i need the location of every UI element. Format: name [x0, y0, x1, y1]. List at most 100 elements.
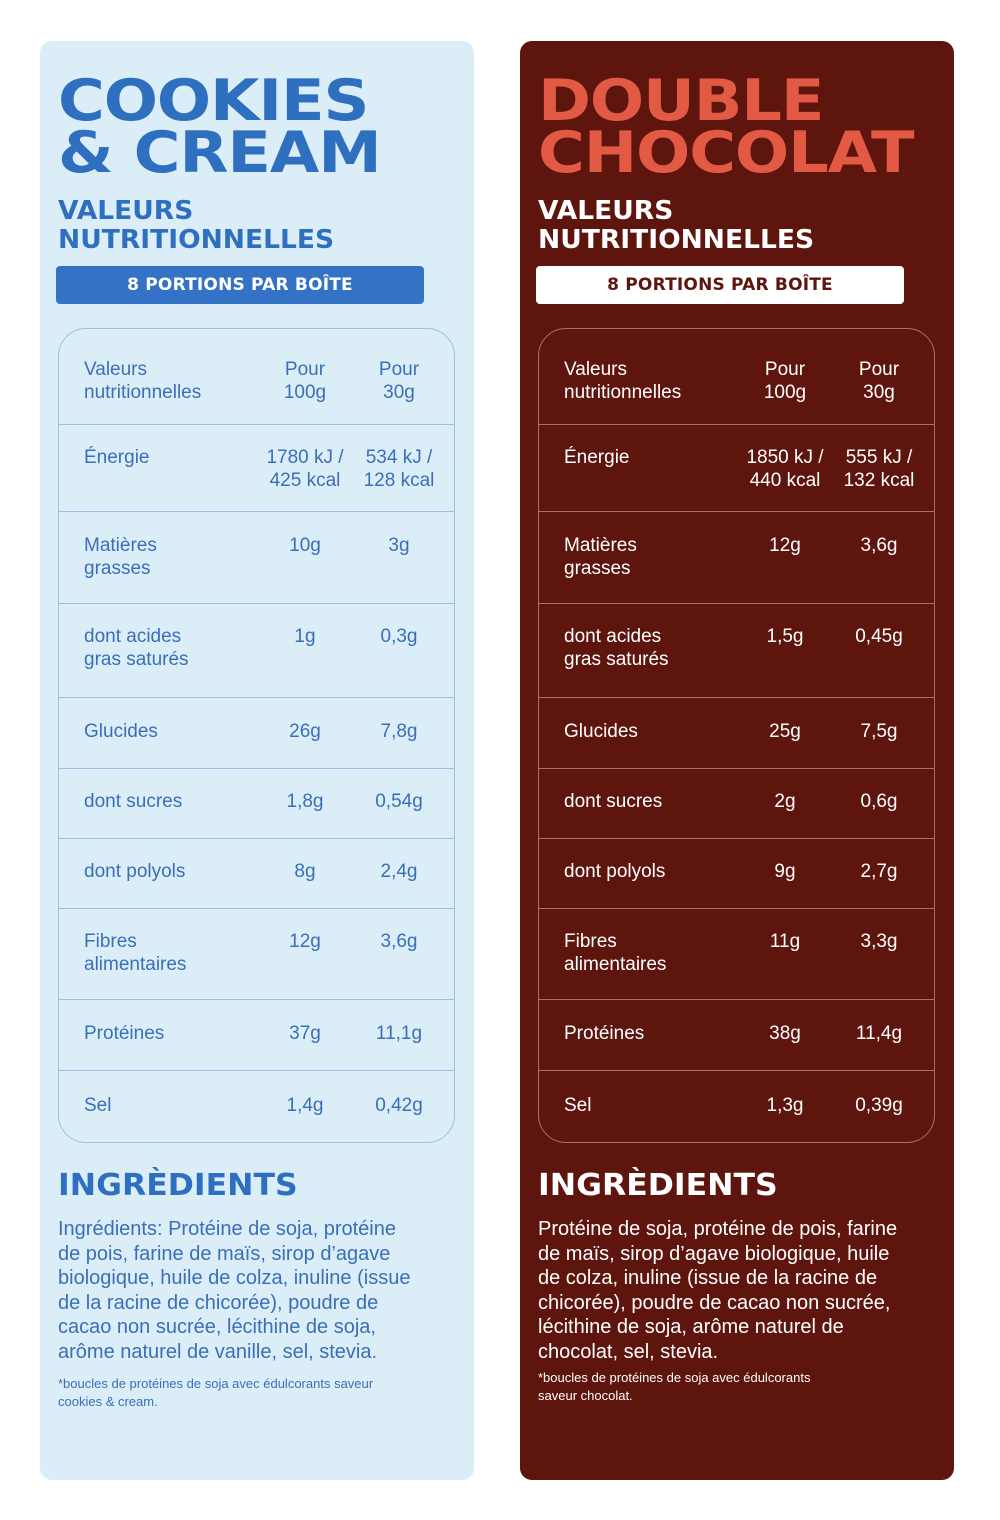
- nutrient-label: Protéines: [84, 1022, 269, 1045]
- nutrient-label: Glucides: [564, 720, 749, 743]
- nutrient-label-line: grasses: [84, 558, 151, 579]
- value-per-30g: 7,8g: [349, 720, 449, 743]
- value-per-100g: 1,3g: [735, 1094, 835, 1117]
- nutrition-heading-line: NUTRITIONNELLES: [538, 225, 815, 255]
- value-per-100g-line: 10g: [289, 535, 321, 556]
- ingredients-text: Ingrédients: Protéine de soja, protéine …: [58, 1217, 468, 1364]
- value-per-30g-line: 128 kcal: [363, 470, 435, 491]
- nutrition-heading-line: NUTRITIONNELLES: [58, 225, 335, 255]
- ingredients-line: lécithine de soja, arôme naturel de: [538, 1316, 844, 1338]
- header-per-30g-line: 30g: [863, 382, 895, 403]
- nutrient-label: dont acides gras saturés: [84, 625, 269, 671]
- nutrient-label-line: dont polyols: [84, 861, 186, 882]
- value-per-30g-line: 0,54g: [375, 791, 423, 812]
- value-per-100g: 38g: [735, 1022, 835, 1045]
- nutrient-label-line: grasses: [564, 558, 631, 579]
- value-per-30g: 7,5g: [829, 720, 929, 743]
- value-per-30g-line: 11,4g: [855, 1023, 903, 1044]
- value-per-100g: 1850 kJ /440 kcal: [735, 446, 835, 492]
- value-per-30g-line: 7,8g: [380, 721, 418, 742]
- header-label-line: Valeurs: [564, 359, 628, 380]
- value-per-30g-line: 0,39g: [855, 1095, 903, 1116]
- header-per-100g-line: 100g: [763, 382, 807, 403]
- table-row: Matières grasses 12g 3,6g: [539, 511, 934, 603]
- header-per-30g: Pour 30g: [349, 358, 449, 404]
- ingredients-line: de la racine de chicorée), poudre de: [58, 1291, 379, 1314]
- value-per-100g: 1,4g: [255, 1094, 355, 1117]
- nutrient-label-line: Matières: [564, 535, 637, 556]
- value-per-30g: 2,7g: [829, 860, 929, 883]
- nutrition-table: Valeurs nutritionnelles Pour 100g Pour 3…: [58, 328, 455, 1143]
- nutrient-label: Matières grasses: [84, 534, 269, 580]
- nutrient-label-line: Énergie: [84, 447, 150, 468]
- nutrient-label-line: Glucides: [84, 721, 158, 742]
- value-per-100g: 1780 kJ /425 kcal: [255, 446, 355, 492]
- value-per-100g-line: 1,5g: [766, 626, 804, 647]
- ingredients-heading: INGRÈDIENTS: [538, 1168, 778, 1203]
- value-per-30g: 11,4g: [829, 1022, 929, 1045]
- nutrition-heading-line: VALEURS: [58, 196, 194, 226]
- product-title-line: & CREAM: [58, 120, 382, 186]
- value-per-30g: 0,42g: [349, 1094, 449, 1117]
- footnote: *boucles de protéines de soja avec édulc…: [538, 1369, 938, 1405]
- header-per-100g: Pour 100g: [735, 358, 835, 404]
- value-per-100g: 12g: [735, 534, 835, 557]
- nutrient-label-line: Glucides: [564, 721, 638, 742]
- nutrition-heading: VALEURS NUTRITIONNELLES: [58, 197, 334, 255]
- value-per-30g: 0,39g: [829, 1094, 929, 1117]
- nutrient-label: Fibres alimentaires: [564, 930, 749, 976]
- value-per-30g: 11,1g: [349, 1022, 449, 1045]
- header-per-100g: Pour 100g: [255, 358, 355, 404]
- table-row: Sel 1,3g 0,39g: [539, 1070, 934, 1142]
- ingredients-line: Ingrédients: Protéine de soja, protéine: [58, 1218, 396, 1240]
- nutrient-label-line: Matières: [84, 535, 157, 556]
- footnote-line: cookies & cream.: [58, 1394, 158, 1409]
- nutrient-label-line: Sel: [564, 1095, 592, 1116]
- header-per-100g-line: 100g: [283, 382, 327, 403]
- table-row: dont polyols 9g 2,7g: [539, 838, 934, 908]
- ingredients-text: Protéine de soja, protéine de pois, fari…: [538, 1217, 948, 1364]
- nutrient-label: Sel: [564, 1094, 749, 1117]
- nutrient-label-line: alimentaires: [84, 954, 187, 975]
- table-row: Glucides 25g 7,5g: [539, 697, 934, 768]
- cookies-cream-panel: COOKIES & CREAM VALEURS NUTRITIONNELLES …: [40, 41, 474, 1480]
- value-per-30g-line: 0,6g: [860, 791, 898, 812]
- value-per-100g-line: 8g: [294, 861, 316, 882]
- product-title: DOUBLE CHOCOLAT: [538, 73, 915, 182]
- nutrient-label-line: dont acides: [564, 626, 662, 647]
- nutrient-label: dont sucres: [564, 790, 749, 813]
- nutrition-heading: VALEURS NUTRITIONNELLES: [538, 197, 814, 255]
- header-label: Valeurs nutritionnelles: [84, 358, 269, 404]
- value-per-100g-line: 1g: [294, 626, 316, 647]
- header-per-30g-line: Pour: [858, 359, 900, 380]
- value-per-30g-line: 0,42g: [375, 1095, 423, 1116]
- nutrition-heading-line: VALEURS: [538, 196, 674, 226]
- value-per-30g-line: 0,45g: [855, 626, 903, 647]
- header-label: Valeurs nutritionnelles: [564, 358, 749, 404]
- table-header-row: Valeurs nutritionnelles Pour 100g Pour 3…: [539, 329, 934, 424]
- value-per-100g: 1,5g: [735, 625, 835, 648]
- ingredients-line: cacao non sucrée, lécithine de soja,: [58, 1316, 376, 1338]
- value-per-100g-line: 2g: [774, 791, 796, 812]
- value-per-30g-line: 3,3g: [860, 931, 898, 952]
- value-per-100g: 10g: [255, 534, 355, 557]
- value-per-100g: 37g: [255, 1022, 355, 1045]
- header-label-line: nutritionnelles: [84, 382, 202, 403]
- ingredients-line: Protéine de soja, protéine de pois, fari…: [538, 1218, 898, 1240]
- nutrition-table: Valeurs nutritionnelles Pour 100g Pour 3…: [538, 328, 935, 1143]
- value-per-30g-line: 7,5g: [860, 721, 898, 742]
- value-per-30g: 3,6g: [829, 534, 929, 557]
- table-row: Matières grasses 10g 3g: [59, 511, 454, 603]
- value-per-100g-line: 1,3g: [766, 1095, 804, 1116]
- double-chocolat-panel: DOUBLE CHOCOLAT VALEURS NUTRITIONNELLES …: [520, 41, 954, 1480]
- table-row: Fibres alimentaires 11g 3,3g: [539, 908, 934, 999]
- portions-badge: 8 PORTIONS PAR BOÎTE: [536, 266, 904, 304]
- value-per-30g: 2,4g: [349, 860, 449, 883]
- table-row: Énergie 1780 kJ /425 kcal 534 kJ /128 kcal: [59, 424, 454, 511]
- nutrient-label: dont polyols: [84, 860, 269, 883]
- table-row: Protéines 37g 11,1g: [59, 999, 454, 1070]
- product-title-line: COOKIES: [58, 68, 369, 134]
- value-per-30g-line: 2,4g: [380, 861, 418, 882]
- footnote-line: saveur chocolat.: [538, 1388, 633, 1403]
- product-title: COOKIES & CREAM: [58, 68, 382, 186]
